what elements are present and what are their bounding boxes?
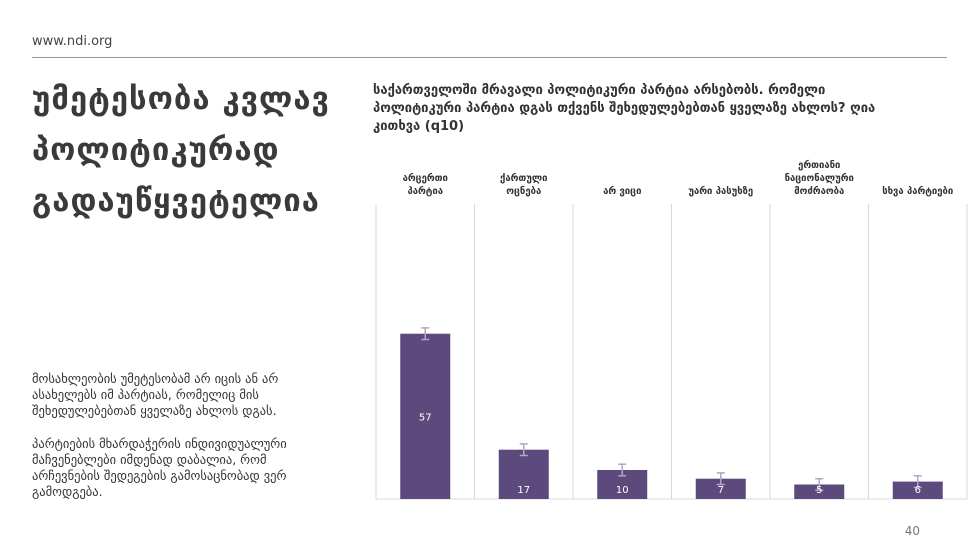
category-label: არცერთი (403, 173, 448, 184)
data-label: 17 (517, 485, 530, 496)
bar (794, 484, 845, 499)
data-label: 7 (718, 485, 724, 496)
chart-title: საქართველოში მრავალი პოლიტიკური პარტია ა… (373, 83, 876, 134)
bar (400, 333, 451, 499)
category-label: უარი პასუხზე (688, 186, 753, 197)
category-label: ქართული (500, 173, 547, 184)
site-url: www.ndi.org (32, 34, 113, 49)
category-label: ნაციონალური (785, 173, 854, 184)
bar (892, 481, 943, 499)
category-label: ერთიანი (798, 160, 840, 171)
category-label: სხვა პარტიები (882, 186, 953, 197)
page-title: უმეტესობა კვლავ პოლიტიკურად გადაუწყვეტელ… (32, 81, 330, 219)
data-label: 5 (816, 485, 822, 496)
category-label: არ ვიცი (603, 186, 641, 197)
bar (498, 449, 549, 499)
data-label: 10 (616, 485, 629, 496)
category-label: მოძრაობა (794, 186, 844, 197)
note-paragraph-2: პარტიების მხარდაჭერის ინდივიდუალური მაჩვ… (32, 436, 287, 499)
bar (695, 478, 746, 499)
category-label: პარტია (407, 186, 443, 197)
category-label: ოცნება (506, 186, 541, 197)
page-number: 40 (904, 524, 920, 538)
top-divider (32, 57, 947, 58)
note-paragraph-1: მოსახლეობის უმეტესობამ არ იცის ან არ ასა… (32, 371, 279, 418)
data-label: 57 (419, 412, 432, 423)
data-label: 6 (915, 485, 921, 496)
